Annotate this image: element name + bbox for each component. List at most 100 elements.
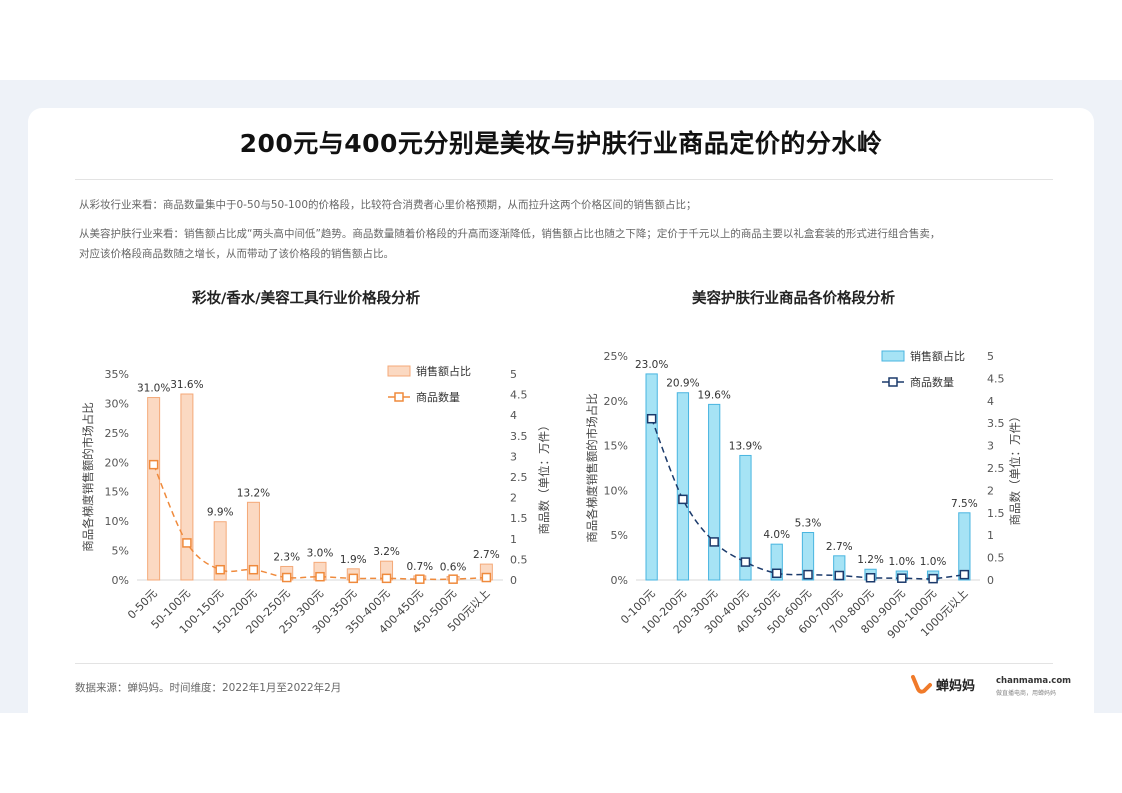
- line-marker: [865, 573, 876, 583]
- y-tick-label: 20%: [105, 456, 129, 469]
- footer-divider: [75, 663, 1053, 664]
- bar-data-label: 1.0%: [888, 556, 915, 568]
- series-line: [152, 464, 487, 581]
- legend-line-marker: [394, 392, 404, 402]
- y-axis-title: 商品各梯度销售额的市场占比: [81, 402, 95, 552]
- logo-slogan: 做直播电商，用蝉妈妈: [996, 690, 1057, 697]
- line-marker: [646, 413, 657, 424]
- y-axis-title: 商品各梯度销售额的市场占比: [585, 393, 599, 543]
- line-marker: [248, 564, 259, 575]
- line-marker: [315, 571, 325, 582]
- y2-tick-label: 0: [987, 574, 994, 587]
- bar-data-label: 1.2%: [857, 554, 884, 566]
- chart1-title: 彩妆/香水/美容工具行业价格段分析: [192, 291, 421, 307]
- legend-line-label: 商品数量: [910, 375, 954, 389]
- title-divider: [75, 179, 1053, 180]
- legend-line-marker: [888, 377, 898, 387]
- logo-url: chanmama.com: [996, 676, 1072, 686]
- y-tick-label: 15%: [604, 440, 628, 453]
- y2-tick-label: 2.5: [987, 462, 1005, 475]
- y2-axis-title: 商品数（单位：万件）: [537, 420, 551, 535]
- line-marker: [481, 572, 492, 583]
- bar-data-label: 20.9%: [666, 378, 699, 390]
- y2-tick-label: 1: [987, 529, 994, 542]
- y-tick-label: 25%: [105, 427, 129, 440]
- line-marker: [740, 557, 751, 567]
- line-marker: [148, 459, 159, 470]
- bar: [645, 373, 658, 581]
- bar: [708, 403, 721, 581]
- y2-tick-label: 0.5: [510, 553, 528, 566]
- y-tick-label: 10%: [604, 484, 628, 497]
- bar-data-label: 4.0%: [763, 529, 790, 541]
- bar-data-label: 19.6%: [698, 389, 731, 401]
- bar-data-label: 31.6%: [170, 379, 203, 391]
- bar: [246, 501, 260, 581]
- y2-tick-label: 1.5: [510, 512, 528, 525]
- y2-tick-label: 2.5: [510, 471, 528, 484]
- page-title: 200元与400元分别是美妆与护肤行业商品定价的分水岭: [239, 129, 883, 158]
- bar-data-label: 13.2%: [237, 487, 270, 499]
- line-marker: [959, 569, 970, 580]
- bar: [213, 521, 227, 581]
- bar-data-label: 3.0%: [307, 547, 334, 559]
- y-tick-label: 0%: [611, 574, 628, 587]
- bar: [676, 392, 690, 581]
- line-marker: [897, 573, 907, 583]
- bar-data-label: 5.3%: [795, 518, 822, 530]
- y-tick-label: 20%: [604, 395, 628, 408]
- y-tick-label: 0%: [112, 574, 129, 587]
- y-tick-label: 35%: [105, 368, 129, 381]
- bar: [147, 397, 161, 581]
- line-marker: [678, 494, 688, 505]
- y-tick-label: 15%: [105, 486, 129, 499]
- line-marker: [448, 574, 458, 584]
- y-tick-label: 25%: [604, 350, 628, 363]
- bar: [770, 543, 783, 581]
- bar-data-label: 9.9%: [207, 507, 234, 519]
- bar-data-label: 13.9%: [729, 440, 762, 452]
- chart2-title: 美容护肤行业商品各价格段分析: [692, 291, 895, 307]
- bar-data-label: 2.3%: [273, 551, 300, 563]
- bar-data-label: 1.9%: [340, 554, 367, 566]
- bar-data-label: 3.2%: [373, 546, 400, 558]
- bar-data-label: 0.6%: [440, 561, 467, 573]
- description-skincare: 从美容护肤行业来看：销售额占比成“两头高中间低”趋势。商品数量随着价格段的升高而…: [79, 228, 941, 240]
- y2-tick-label: 4.5: [510, 389, 528, 402]
- bar-data-label: 2.7%: [473, 549, 500, 561]
- bar: [739, 454, 752, 581]
- line-marker: [182, 538, 192, 548]
- y2-tick-label: 4: [987, 395, 994, 408]
- chart-skincare: 0% 5% 10% 15% 20% 25% 0 0.5 1 1.5 2 2.5 3 3.5 4 4.5 5 商品各…: [585, 349, 1022, 641]
- y2-tick-label: 3: [987, 440, 994, 453]
- brand-logo: 蝉妈妈: [910, 674, 975, 694]
- line-marker: [803, 569, 813, 580]
- line-marker: [381, 573, 392, 584]
- y2-tick-label: 3.5: [510, 430, 528, 443]
- line-marker: [348, 573, 359, 584]
- legend-bar-label: 销售额占比: [416, 364, 471, 378]
- bar-data-label: 2.7%: [826, 541, 853, 553]
- y2-tick-label: 1.5: [987, 507, 1005, 520]
- y2-tick-label: 3.5: [987, 417, 1005, 430]
- y-tick-label: 5%: [112, 545, 129, 558]
- description-skincare-cont: 对应该价格段商品数随之增长，从而带动了该价格段的销售额占比。: [79, 248, 394, 260]
- bar: [801, 532, 815, 581]
- line-marker: [415, 574, 425, 584]
- y2-tick-label: 4: [510, 409, 517, 422]
- line-marker: [928, 573, 938, 584]
- bar: [180, 393, 194, 581]
- line-marker: [215, 564, 225, 575]
- chanmama-logo-icon: [911, 675, 932, 694]
- bar-data-label: 0.7%: [406, 561, 433, 573]
- logo-text: 蝉妈妈: [936, 678, 976, 694]
- bar-data-label: 23.0%: [635, 359, 668, 371]
- chart-makeup: 0% 5% 10% 15% 20% 25% 30% 35% 0 0.5 1 1.5 2 2.5 3 3.5 4 4…: [81, 364, 551, 636]
- bar-data-label: 1.0%: [920, 556, 947, 568]
- line-marker: [281, 572, 292, 583]
- legend-bar-swatch: [387, 365, 411, 377]
- y2-tick-label: 0.5: [987, 552, 1005, 565]
- legend-bar-swatch: [881, 350, 905, 362]
- y2-tick-label: 1: [510, 533, 517, 546]
- content-card: [28, 108, 1094, 713]
